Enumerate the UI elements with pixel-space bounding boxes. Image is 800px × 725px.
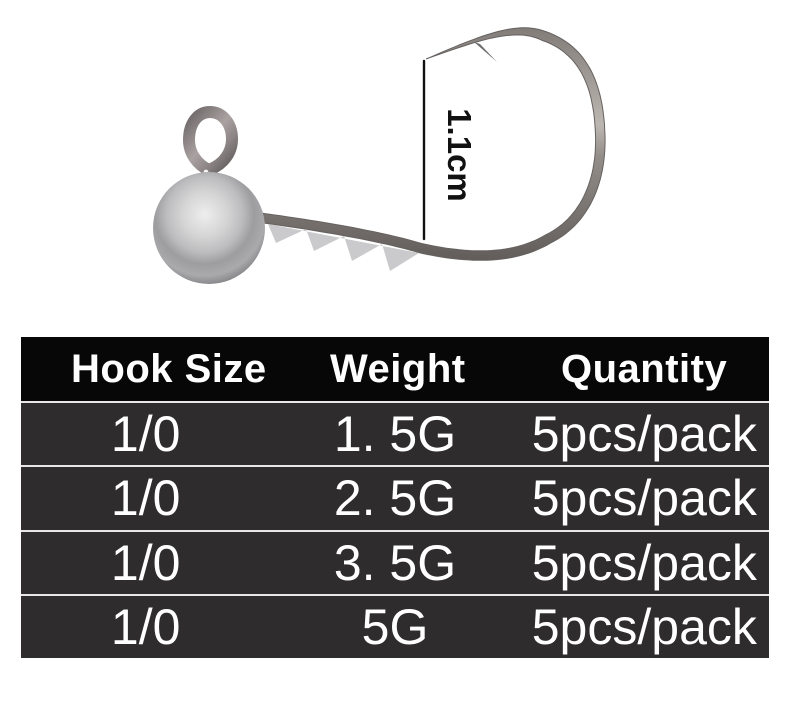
svg-text:1.1cm: 1.1cm <box>441 108 478 202</box>
